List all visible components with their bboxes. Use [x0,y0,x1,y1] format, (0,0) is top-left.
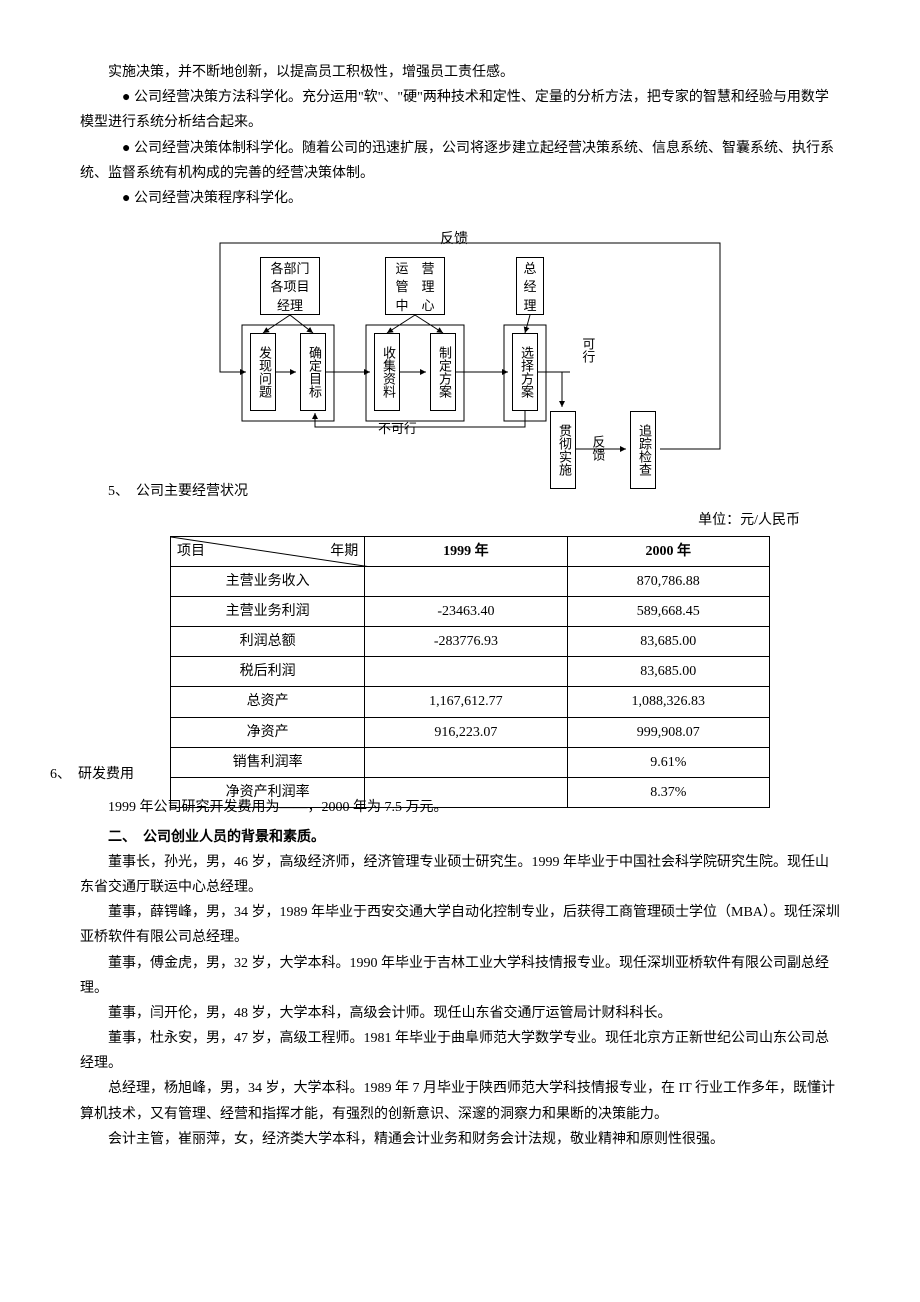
bullet-3: ● 公司经营决策程序科学化。 [80,186,840,211]
fc-top-2: 运 营管 理中 心 [385,257,445,315]
fc-top-1: 各部门各项目经理 [260,257,320,315]
flowchart: 反馈 各部门各项目经理 运 营管 理中 心 总经理 [160,227,840,507]
table-row: 销售利润率9.61% [171,747,770,777]
fc-label-bukexing: 不可行 [378,417,417,440]
section-6-body: 1999 年公司研究开发费用为——，2000 年为 7.5 万元。 [80,795,840,820]
fc-bot-2: 追踪检查 [630,411,656,489]
table-row: 净资产916,223.07999,908.07 [171,717,770,747]
person-1: 董事长，孙光，男，46 岁，高级经济师，经济管理专业硕士研究生。1999 年毕业… [80,850,840,900]
person-2: 董事，薛锷峰，男，34 岁，1989 年毕业于西安交通大学自动化控制专业，后获得… [80,900,840,950]
fc-bot-1: 贯彻实施 [550,411,576,489]
intro-paragraph: 实施决策，并不断地创新，以提高员工积极性，增强员工责任感。 [80,60,840,85]
fc-label-kexing: 可行 [576,337,599,363]
person-4: 董事，闫开伦，男，48 岁，大学本科，高级会计师。现任山东省交通厅运管局计财科科… [80,1001,840,1026]
fc-mid-3: 收集资料 [374,333,400,411]
bullet-1: ● 公司经营决策方法科学化。充分运用"软"、"硬"两种技术和定性、定量的分析方法… [80,85,840,135]
section-6-label: 6、 研发费用 [50,762,160,787]
person-3: 董事，傅金虎，男，32 岁，大学本科。1990 年毕业于吉林工业大学科技情报专业… [80,951,840,1001]
col-1999: 1999 年 [365,536,567,566]
table-row: 总资产1,167,612.771,088,326.83 [171,687,770,717]
table-row: 税后利润83,685.00 [171,657,770,687]
table-row: 主营业务收入870,786.88 [171,566,770,596]
heading-2: 二、 公司创业人员的背景和素质。 [80,825,840,850]
table-header-diag: 项目 年期 [171,536,365,566]
financial-table: 项目 年期 1999 年 2000 年 主营业务收入870,786.88 主营业… [170,536,770,809]
person-5: 董事，杜永安，男，47 岁，高级工程师。1981 年毕业于曲阜师范大学数学专业。… [80,1026,840,1076]
person-6: 总经理，杨旭峰，男，34 岁，大学本科。1989 年 7 月毕业于陕西师范大学科… [80,1076,840,1126]
table-row: 主营业务利润-23463.40589,668.45 [171,596,770,626]
bullet-2: ● 公司经营决策体制科学化。随着公司的迅速扩展，公司将逐步建立起经营决策系统、信… [80,136,840,186]
fc-mid-2: 确定目标 [300,333,326,411]
fc-mid-4: 制定方案 [430,333,456,411]
table-row: 利润总额-283776.9383,685.00 [171,627,770,657]
fc-mid-1: 发现问题 [250,333,276,411]
fc-mid-5: 选择方案 [512,333,538,411]
person-7: 会计主管，崔丽萍，女，经济类大学本科，精通会计业务和财务会计法规，敬业精神和原则… [80,1127,840,1152]
flowchart-title: 反馈 [440,227,468,252]
fc-label-fankui2: 反馈 [586,435,609,461]
col-2000: 2000 年 [567,536,769,566]
unit-label: 单位：元/人民币 [80,508,800,533]
fc-top-3: 总经理 [516,257,544,315]
